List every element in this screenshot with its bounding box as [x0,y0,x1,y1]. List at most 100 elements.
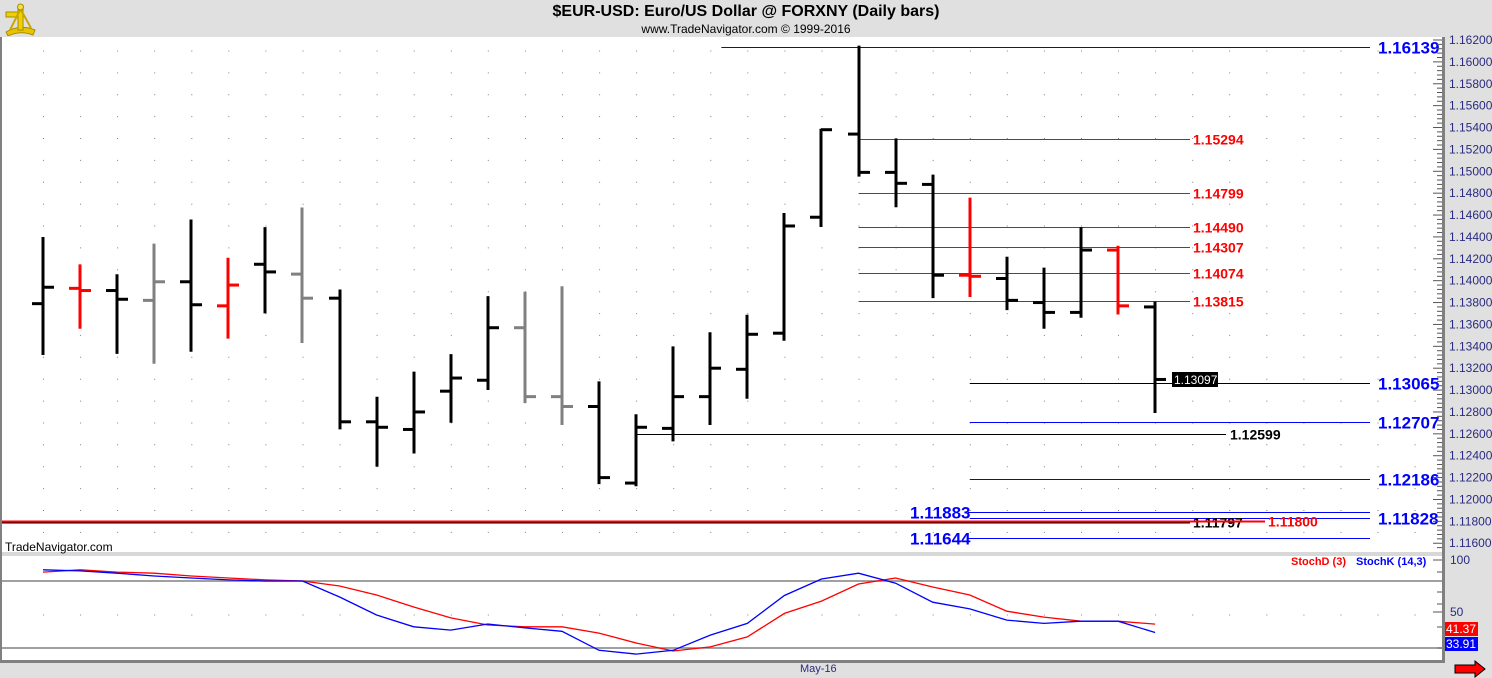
ohlc-bar [885,138,907,208]
y-tick-label: 1.14000 [1449,274,1492,288]
ohlc-bar [1033,267,1055,329]
ohlc-bar [291,207,313,343]
level-label: 1.12186 [1378,471,1439,490]
level-label: 1.11644 [910,530,971,549]
level-label: 1.11828 [1378,510,1439,529]
last-price-badge [1172,372,1218,387]
x-tick-label: May-16 [800,663,837,675]
watermark: TradeNavigator.com [5,540,113,554]
y-tick-label: 1.14200 [1449,252,1492,266]
sextant-icon [5,3,36,36]
y-tick-label: 1.13800 [1449,296,1492,310]
level-label: 1.13065 [1378,375,1439,394]
y-tick-label: 1.14400 [1449,230,1492,244]
chart-header: $EUR-USD: Euro/US Dollar @ FORXNY (Daily… [0,0,1492,37]
ohlc-bar [996,256,1018,311]
ohlc-bar [662,346,684,442]
y-tick-label: 1.16200 [1449,33,1492,47]
last-price-label: 1.13097 [1174,373,1218,387]
y-tick-label: 1.16000 [1449,55,1492,69]
stochastic-lines [2,569,1442,655]
stoch-d-badge [1445,622,1478,636]
left-border [0,37,2,660]
ohlc-bar [959,197,981,297]
stoch-line [42,569,1156,655]
y-tick-label: 1.13000 [1449,383,1492,397]
ohlc-bar [143,243,165,364]
ohlc-bar [922,174,944,299]
ohlc-bar [1107,245,1129,315]
x-axis-line [0,660,1445,663]
ohlc-bar [440,354,462,423]
stoch-k-badge [1445,637,1478,651]
y-tick-label: 1.13200 [1449,361,1492,375]
stochastic-axis: 100 50 [1433,553,1470,649]
stoch-line [42,569,1156,652]
ohlc-bar [180,219,202,352]
y-tick-label: 1.15800 [1449,77,1492,91]
ohlc-bar [106,274,128,354]
y-tick-label: 1.14600 [1449,208,1492,222]
level-label: 1.12599 [1230,427,1281,443]
y-tick-label: 1.14800 [1449,186,1492,200]
level-label: 1.14799 [1193,186,1244,202]
y-tick-label: 1.12000 [1449,492,1492,506]
ohlc-bar [699,332,721,425]
ohlc-bar [625,414,647,487]
ohlc-bar [1144,301,1166,413]
price-panel[interactable] [2,37,1442,552]
y-tick-label: 1.11800 [1449,514,1492,528]
ohlc-bar [32,237,54,355]
level-label: 1.15294 [1193,132,1244,148]
panel-separator[interactable] [2,552,1442,556]
y-tick-label: 1.12800 [1449,405,1492,419]
legend-stochk: StochK (14,3) [1356,556,1427,568]
price-levels: 1.16139 1.15294 1.14799 1.14490 1.14307 1.140… [2,39,1439,549]
level-label: 1.12707 [1378,414,1439,433]
ohlc-bar [1070,227,1092,318]
y-tick-label: 1.15200 [1449,142,1492,156]
ohlc-bar [514,291,536,404]
ohlc-bar [477,296,499,390]
ohlc-bar [810,128,832,227]
level-label: 1.16139 [1378,39,1439,58]
stochastic-panel[interactable] [2,556,1442,660]
level-label: 1.14490 [1193,220,1244,236]
level-label: 1.11883 [910,504,971,523]
red-right-arrow-icon[interactable] [1454,659,1486,678]
y-tick-label: 1.12200 [1449,471,1492,485]
level-label: 1.14307 [1193,240,1244,256]
ohlc-bar [773,212,795,341]
y-tick-label: 1.15400 [1449,121,1492,135]
chart-title: $EUR-USD: Euro/US Dollar @ FORXNY (Daily… [552,3,940,20]
price-axis[interactable]: 1.16200 1.16000 1.15800 1.15600 1.15400 1.152… [1433,33,1492,550]
y-tick-label: 1.13400 [1449,339,1492,353]
ohlc-bar [588,381,610,485]
stoch-tick-label: 50 [1450,605,1464,619]
ohlc-bar [848,45,870,177]
y-tick-label: 1.15000 [1449,164,1492,178]
level-label: 1.14074 [1193,266,1244,282]
ohlc-bars [32,45,1166,487]
chart-subtitle: www.TradeNavigator.com © 1999-2016 [641,22,851,36]
ohlc-bar [403,371,425,454]
level-label: 1.11800 [1268,514,1318,530]
y-axis-line [1442,37,1445,660]
stoch-tick-label: 100 [1450,553,1470,567]
ohlc-bar [736,314,758,399]
ohlc-bar [551,286,573,425]
ohlc-bar [366,396,388,467]
level-label: 1.13815 [1193,294,1244,310]
legend-stochd: StochD (3) [1291,556,1346,568]
ohlc-bar [254,227,276,314]
ohlc-bar [69,264,91,329]
y-tick-label: 1.11600 [1449,536,1492,550]
y-tick-label: 1.13600 [1449,317,1492,331]
y-tick-label: 1.12400 [1449,449,1492,463]
stoch-k-value: 33.91 [1446,637,1476,651]
ohlc-bar [217,257,239,339]
ohlc-bar [329,289,351,430]
y-tick-label: 1.12600 [1449,427,1492,441]
y-tick-label: 1.15600 [1449,99,1492,113]
